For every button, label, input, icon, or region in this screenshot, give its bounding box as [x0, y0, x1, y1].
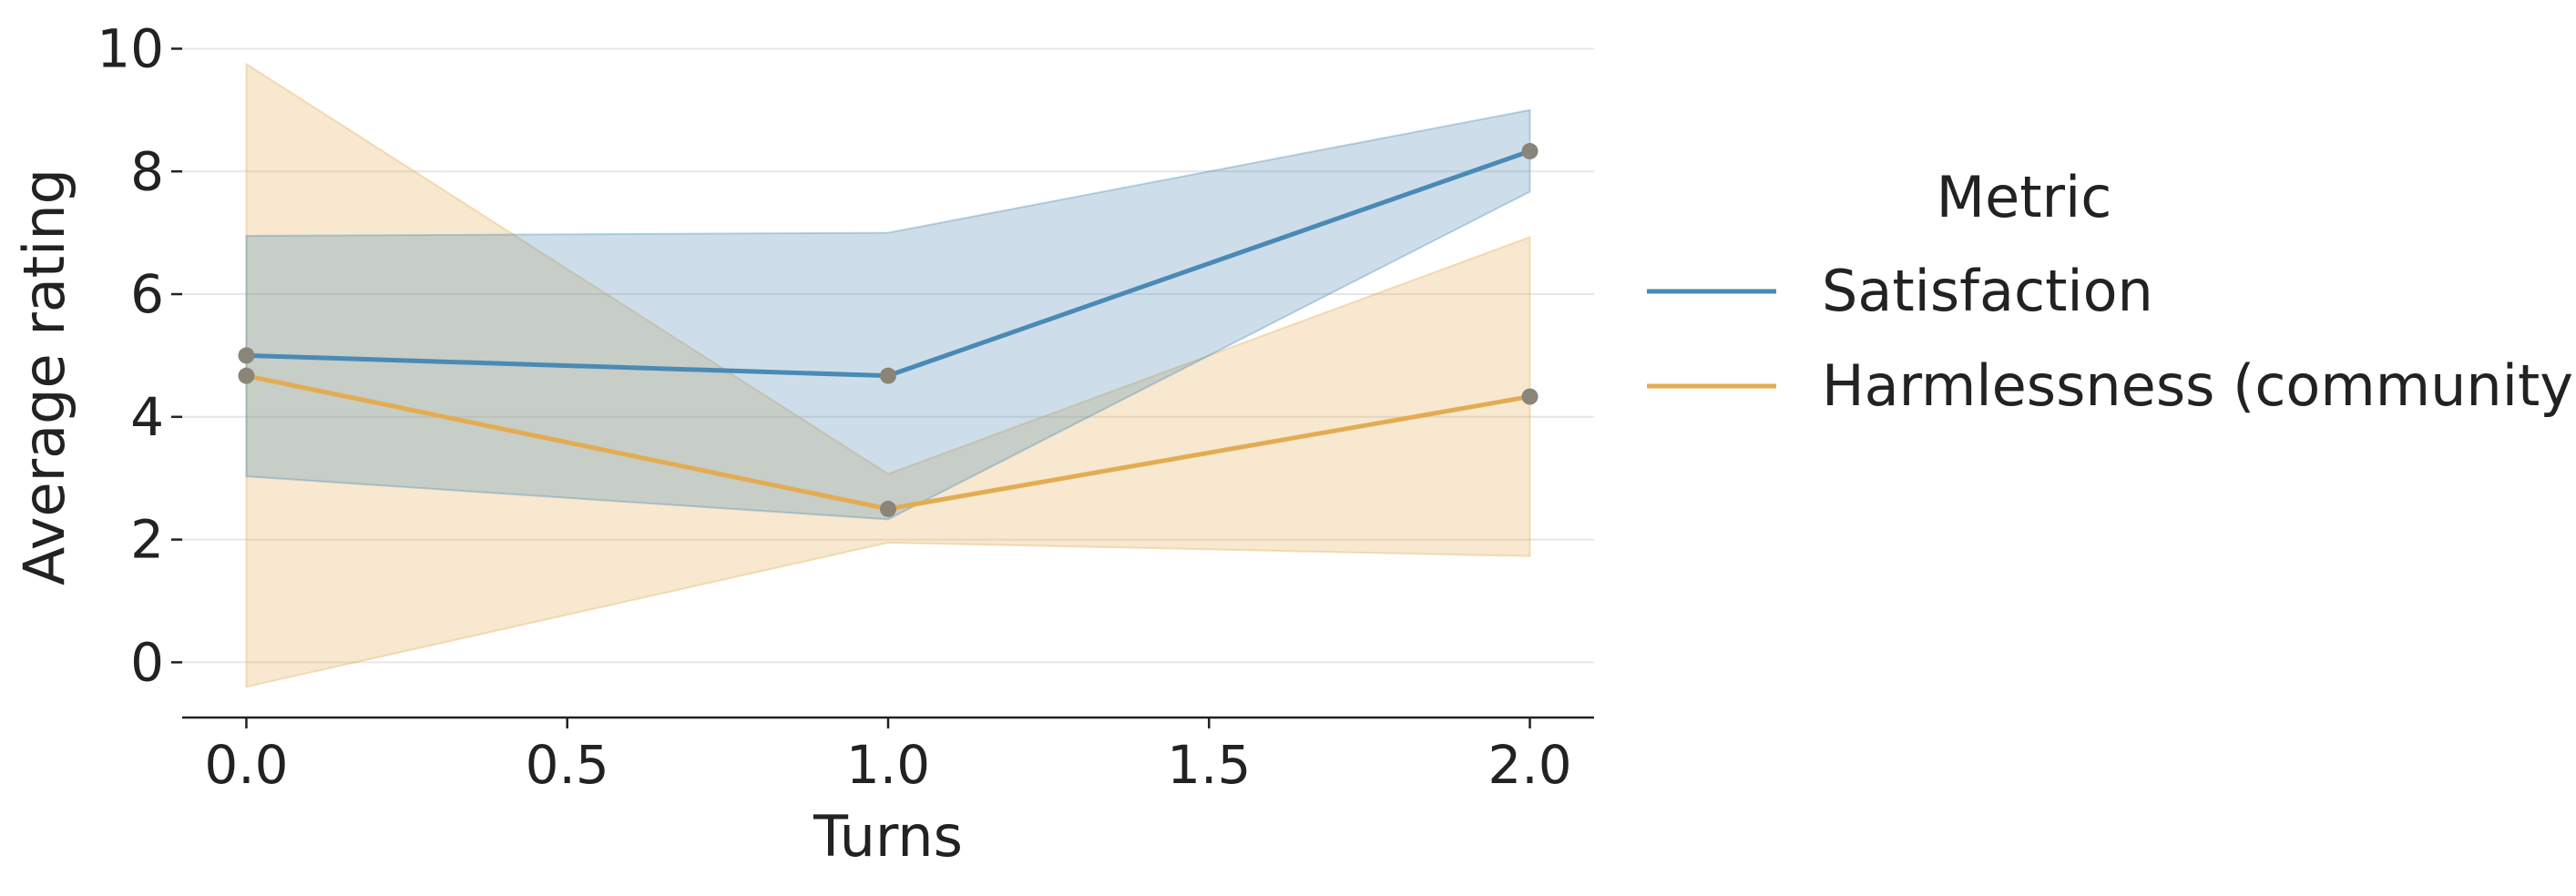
legend-items: Satisfaction Harmlessness (community): [1647, 258, 2576, 419]
x-tick-label: 2.0: [1487, 734, 1571, 796]
data-point: [1521, 143, 1538, 160]
legend: Metric Satisfaction Harmlessness (communi…: [1647, 164, 2576, 419]
x-tick-label: 0.0: [204, 734, 288, 796]
y-tick-label: 10: [97, 17, 164, 79]
legend-title: Metric: [1937, 164, 2112, 230]
confidence-bands: [245, 62, 1531, 688]
x-tick-label: 0.5: [526, 734, 609, 796]
y-tick-label: 6: [130, 263, 164, 325]
y-tick-label: 0: [130, 631, 164, 693]
data-point: [880, 500, 896, 517]
confidence-band: [245, 62, 1531, 688]
y-tick-label: 2: [130, 509, 164, 571]
ticks: 0 2 4 6 8 10 0.0 0.5 1.0 1.5 2.0: [97, 17, 1571, 796]
legend-label: Satisfaction: [1822, 258, 2153, 324]
data-point: [880, 367, 896, 384]
x-axis-title: Turns: [813, 803, 963, 870]
x-tick-label: 1.0: [846, 734, 930, 796]
data-point: [238, 367, 255, 384]
legend-label: Harmlessness (community): [1822, 352, 2576, 419]
gridlines: [182, 47, 1594, 664]
data-point: [238, 347, 255, 364]
series-points: [238, 143, 1538, 517]
x-tick-label: 1.5: [1167, 734, 1251, 796]
y-tick-label: 8: [130, 140, 164, 202]
confidence-band: [245, 108, 1531, 521]
y-axis-title: Average rating: [11, 168, 77, 585]
y-tick-label: 4: [130, 386, 164, 448]
data-point: [1521, 388, 1538, 405]
